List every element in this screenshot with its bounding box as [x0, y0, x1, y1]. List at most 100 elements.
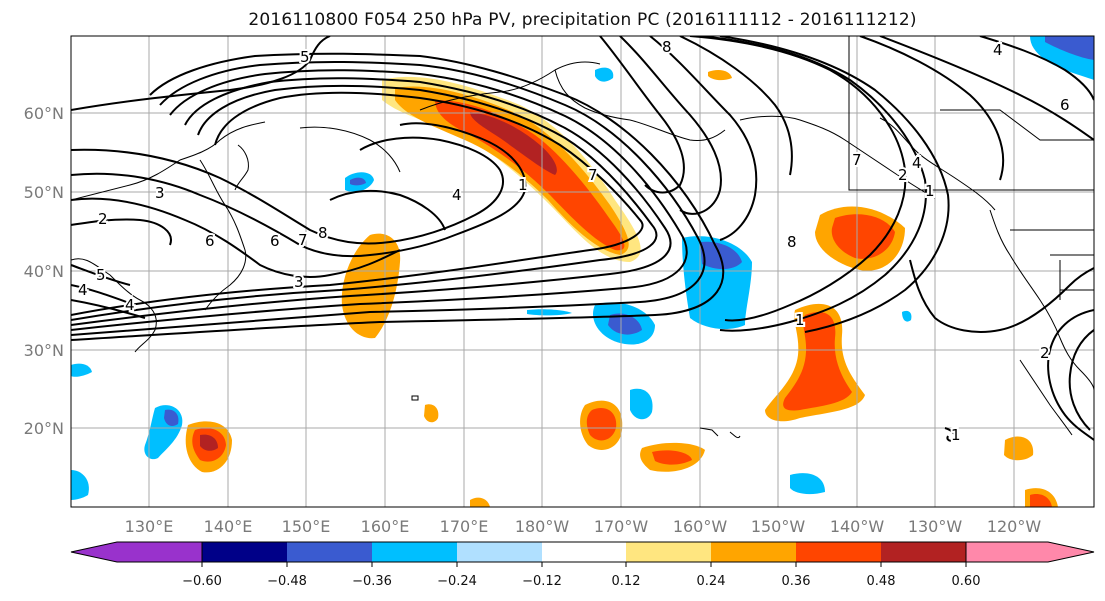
pv-contour-label: 3 — [155, 184, 165, 202]
precip-shape — [1030, 494, 1052, 507]
precip-shape — [350, 177, 366, 186]
pv-contour-label: 2 — [98, 210, 108, 228]
colorbar-tick-label: 0.24 — [697, 574, 726, 589]
map-frame — [70, 35, 1095, 508]
colorbar-segment — [711, 542, 796, 562]
lat-label: 60°N — [24, 104, 64, 123]
precip-shape — [608, 313, 642, 335]
colorbar-segment — [372, 542, 457, 562]
pv-contour-label: 1 — [951, 426, 961, 444]
coastline — [71, 121, 266, 201]
pv-contour-label: 2 — [1040, 344, 1050, 362]
precip-shape — [71, 470, 89, 500]
lon-label: 170°W — [594, 517, 649, 536]
coastline — [299, 126, 401, 173]
pv-contour — [71, 264, 131, 286]
pv-contour-label: 3 — [294, 273, 304, 291]
pv-contour — [71, 60, 706, 336]
pv-contour — [719, 36, 950, 333]
precip-shape — [424, 404, 439, 423]
pv-contour — [979, 36, 1094, 101]
coastline — [729, 431, 741, 439]
pv-contour — [599, 36, 685, 194]
pv-contour — [909, 259, 1094, 333]
coastline — [199, 159, 247, 311]
colorbar-segment — [626, 542, 711, 562]
precip-shape — [1045, 36, 1094, 60]
coastline — [940, 109, 1094, 141]
pv-contour — [71, 218, 172, 246]
pv-contour-labels: 5 8 4 6 3 2 5 4 6 7 8 3 4 1 7 2 1 8 1 7 — [76, 36, 1072, 446]
lon-label: 140°E — [204, 517, 253, 536]
colorbar-segment — [287, 542, 372, 562]
pv-contour — [71, 284, 136, 306]
pv-contour-label: 7 — [588, 166, 598, 184]
lon-label: 180°W — [515, 517, 570, 536]
pv-contour-label: 2 — [898, 166, 908, 184]
colorbar-under-extension — [70, 541, 203, 563]
coastline — [989, 209, 1094, 391]
coastline — [419, 61, 601, 111]
pv-contour-label: 4 — [125, 296, 135, 314]
colorbar-over-extension — [965, 541, 1095, 563]
pv-contour — [619, 36, 722, 215]
coastline — [879, 117, 996, 211]
pv-contour-label: 4 — [78, 281, 88, 299]
pv-contour — [71, 122, 527, 258]
longitude-labels: 130°E 140°E 150°E 160°E 170°E 180°W 170°… — [125, 517, 1042, 536]
lat-label: 50°N — [24, 183, 64, 202]
pv-contour — [71, 136, 504, 245]
pv-contour-label: 4 — [912, 154, 922, 172]
precip-shape — [470, 497, 490, 507]
pv-contour-label: 6 — [205, 232, 215, 250]
coastline — [739, 115, 936, 199]
pv-contour — [71, 36, 331, 111]
colorbar-tick-label: −0.36 — [352, 574, 392, 589]
pv-contour — [71, 91, 644, 316]
precip-shape — [790, 473, 825, 495]
lon-label: 160°W — [673, 517, 728, 536]
colorbar-tick-label: −0.60 — [182, 574, 222, 589]
colorbar-segment — [542, 542, 626, 562]
pv-contour — [859, 36, 1005, 181]
coastline — [848, 36, 1094, 191]
pv-contour-label: 4 — [452, 186, 462, 204]
precip-shape — [435, 100, 625, 251]
colorbar-segment — [796, 542, 881, 562]
lon-label: 170°E — [440, 517, 489, 536]
lon-label: 120°W — [987, 517, 1042, 536]
pv-contour — [679, 36, 793, 176]
lat-label: 20°N — [24, 419, 64, 438]
latitude-labels: 20°N 30°N 40°N 50°N 60°N — [24, 104, 64, 438]
lat-label: 30°N — [24, 341, 64, 360]
pv-contour — [879, 36, 1094, 141]
coastline — [1019, 359, 1073, 436]
precip-shape — [527, 309, 572, 316]
colorbar-segment — [881, 542, 966, 562]
pv-contour — [71, 84, 658, 321]
colorbar-tick-label: 0.48 — [867, 574, 896, 589]
pv-contour-label: 6 — [270, 232, 280, 250]
lon-label: 150°W — [751, 517, 806, 536]
precip-shape — [595, 67, 614, 82]
pv-contours — [71, 36, 1094, 442]
pv-contour — [71, 69, 688, 331]
pv-contour — [71, 197, 401, 278]
lon-label: 130°E — [125, 517, 174, 536]
pv-contour — [1068, 329, 1094, 431]
coastline — [234, 144, 249, 191]
precip-shape — [783, 311, 852, 411]
precip-shape — [586, 408, 617, 441]
precip-shape — [71, 363, 92, 377]
pv-contour-label: 5 — [96, 266, 106, 284]
pv-contour-label: 1 — [518, 176, 528, 194]
precip-shape — [1004, 436, 1034, 461]
colorbar-segment — [457, 542, 542, 562]
lon-label: 150°E — [282, 517, 331, 536]
pv-contour — [649, 36, 758, 241]
coastlines — [71, 36, 1094, 439]
precip-shape — [200, 434, 218, 451]
pv-contour — [71, 77, 672, 326]
pv-contour-label: 8 — [787, 233, 797, 251]
